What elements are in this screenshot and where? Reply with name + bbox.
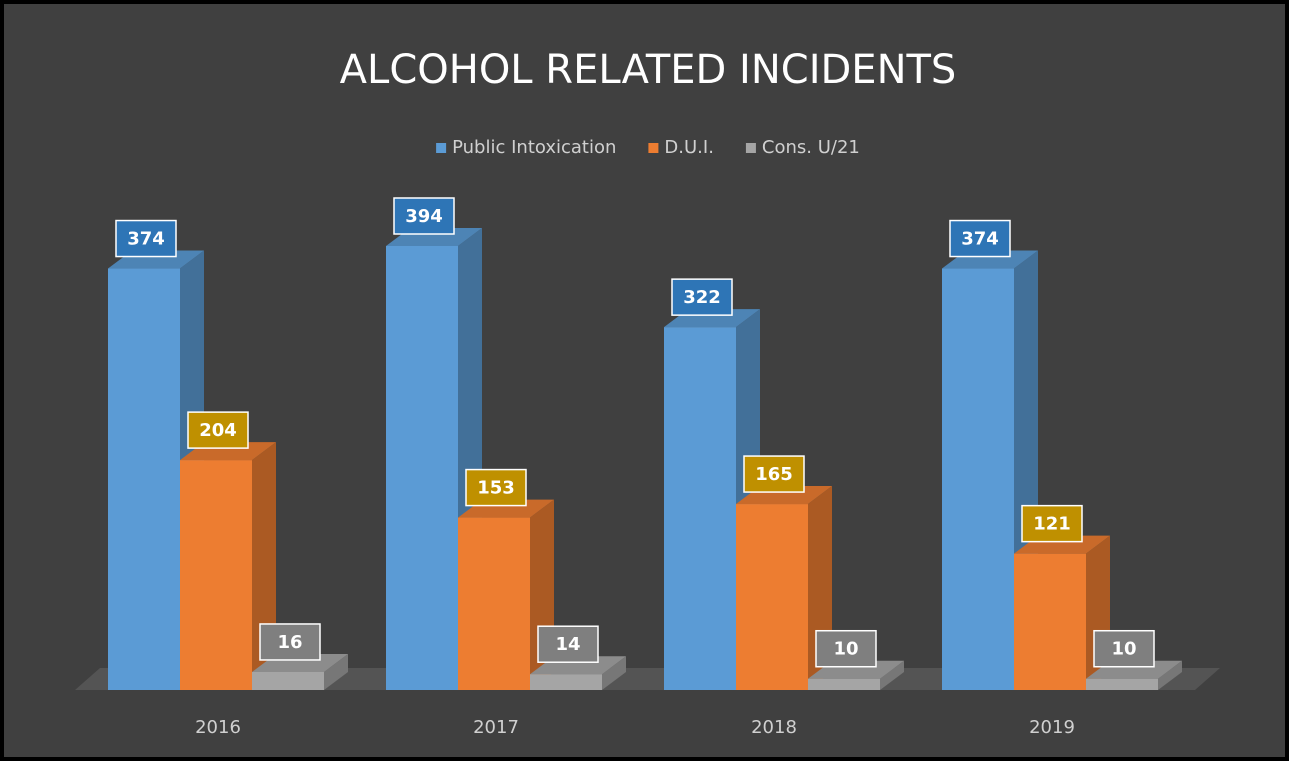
bar-front [108, 268, 180, 690]
floor [75, 668, 1220, 690]
bar-front [808, 678, 880, 690]
data-label-box [1093, 629, 1155, 668]
bar-front [736, 504, 808, 690]
data-label: 121 [1033, 514, 1071, 535]
x-tick-label: 2018 [751, 717, 797, 738]
legend-label: Cons. U/21 [762, 137, 860, 158]
data-label: 394 [405, 206, 443, 227]
legend-label: Public Intoxication [452, 137, 616, 158]
data-label: 322 [683, 287, 721, 308]
data-label-box [1021, 504, 1083, 543]
legend-swatch [745, 143, 756, 153]
data-label: 16 [277, 632, 302, 653]
data-label: 10 [833, 639, 858, 660]
data-label-box [187, 411, 249, 449]
data-label: 374 [961, 229, 999, 250]
data-label: 153 [477, 478, 515, 499]
data-label-box [671, 278, 733, 316]
legend-swatch [648, 143, 659, 153]
data-label-box [465, 468, 527, 507]
bar-front [942, 268, 1014, 690]
data-label-box [743, 455, 805, 493]
data-label-box [537, 625, 599, 663]
x-tick-label: 2017 [473, 717, 519, 738]
x-tick-label: 2019 [1029, 717, 1075, 738]
bar-side [1158, 660, 1182, 690]
bar-front [530, 674, 602, 690]
bar [736, 486, 832, 690]
data-label: 14 [555, 634, 580, 655]
bar-front [1086, 678, 1158, 690]
data-label: 165 [755, 464, 793, 485]
bar-front [252, 671, 324, 690]
data-label-box [815, 629, 877, 668]
bar-side [602, 656, 626, 690]
data-label-box [115, 219, 177, 258]
data-label: 10 [1111, 639, 1136, 660]
bar-front [458, 517, 530, 690]
bar-side [324, 653, 348, 690]
data-label-box [393, 197, 455, 235]
bar-front [180, 460, 252, 690]
data-label-box [259, 623, 321, 661]
legend-label: D.U.I. [664, 137, 714, 158]
legend-swatch [436, 143, 447, 153]
data-label-box [949, 219, 1011, 258]
data-label: 374 [127, 229, 165, 250]
bar-front [386, 246, 458, 690]
bar-side [880, 660, 904, 690]
bar-front [1014, 553, 1086, 690]
bar [1014, 535, 1110, 690]
x-tick-label: 2016 [195, 717, 241, 738]
chart-title: ALCOHOL RELATED INCIDENTS [340, 47, 957, 93]
data-label: 204 [199, 420, 237, 441]
bar-front [664, 327, 736, 690]
